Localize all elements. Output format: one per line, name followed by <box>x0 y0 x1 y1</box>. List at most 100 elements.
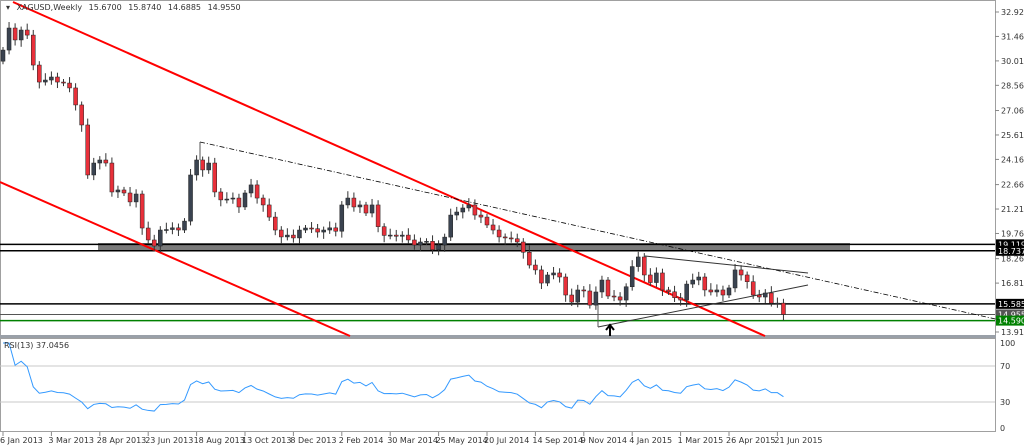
candle[interactable] <box>37 61 42 89</box>
candle[interactable] <box>121 186 127 197</box>
candle[interactable] <box>490 219 496 235</box>
candle[interactable] <box>678 292 683 306</box>
candle[interactable] <box>273 211 278 236</box>
candle[interactable] <box>200 156 205 177</box>
candle[interactable] <box>139 190 145 235</box>
candle[interactable] <box>194 155 199 181</box>
candle[interactable] <box>212 157 217 198</box>
candle[interactable] <box>254 180 260 204</box>
candle[interactable] <box>49 71 54 85</box>
candle[interactable] <box>763 289 768 304</box>
candle[interactable] <box>61 79 66 87</box>
candle[interactable] <box>533 259 538 275</box>
candle[interactable] <box>188 169 193 226</box>
candle[interactable] <box>242 189 248 210</box>
candle[interactable] <box>55 72 60 89</box>
candle[interactable] <box>696 271 701 286</box>
candle[interactable] <box>617 292 623 306</box>
candle[interactable] <box>85 118 90 179</box>
candle[interactable] <box>660 268 665 296</box>
candle[interactable] <box>769 286 774 307</box>
candle[interactable] <box>775 297 780 308</box>
candle[interactable] <box>291 229 296 243</box>
upper-channel-line[interactable] <box>12 1 766 337</box>
candle[interactable] <box>285 228 290 241</box>
candle[interactable] <box>381 223 387 243</box>
candle[interactable] <box>31 29 36 71</box>
candle[interactable] <box>496 225 502 243</box>
candle[interactable] <box>333 222 338 237</box>
candle[interactable] <box>152 234 157 252</box>
candle[interactable] <box>424 238 429 246</box>
candle[interactable] <box>708 283 714 296</box>
candle[interactable] <box>418 237 423 251</box>
triangle-upper-line[interactable] <box>644 255 809 274</box>
candle[interactable] <box>654 267 659 288</box>
candle[interactable] <box>170 222 175 235</box>
candle[interactable] <box>73 83 78 111</box>
candle[interactable] <box>97 156 103 170</box>
candle[interactable] <box>599 275 605 298</box>
candle[interactable] <box>454 206 459 221</box>
candle[interactable] <box>327 221 332 234</box>
candle[interactable] <box>611 290 617 302</box>
candle[interactable] <box>648 268 653 287</box>
candle[interactable] <box>448 208 453 241</box>
candle[interactable] <box>260 194 266 212</box>
candle[interactable] <box>551 266 556 280</box>
candle[interactable] <box>297 225 302 244</box>
candle[interactable] <box>757 289 762 303</box>
candle[interactable] <box>321 226 326 239</box>
candle[interactable] <box>387 228 393 240</box>
candle[interactable] <box>472 199 478 220</box>
candle[interactable] <box>466 198 472 212</box>
candle[interactable] <box>182 218 187 234</box>
candle[interactable] <box>279 226 284 244</box>
candle[interactable] <box>266 198 272 221</box>
candle[interactable] <box>127 187 133 207</box>
candle[interactable] <box>115 185 121 198</box>
candle[interactable] <box>12 23 18 46</box>
candle[interactable] <box>430 235 435 255</box>
candle[interactable] <box>781 298 786 321</box>
lower-channel-line[interactable] <box>0 181 351 337</box>
candle[interactable] <box>605 277 611 300</box>
candle[interactable] <box>666 286 671 295</box>
candle[interactable] <box>79 101 84 132</box>
candle[interactable] <box>91 157 96 181</box>
candle[interactable] <box>145 221 151 244</box>
candle[interactable] <box>236 193 242 213</box>
candle[interactable] <box>581 286 587 298</box>
triangle-lower-line[interactable] <box>597 284 809 328</box>
descending-trendline[interactable] <box>199 141 1001 321</box>
candle[interactable] <box>593 286 599 310</box>
candle[interactable] <box>575 284 580 308</box>
candle[interactable] <box>18 26 24 47</box>
candle[interactable] <box>720 285 726 301</box>
candle[interactable] <box>67 77 72 93</box>
candle[interactable] <box>351 192 357 212</box>
candle[interactable] <box>158 226 163 253</box>
candle[interactable] <box>248 178 254 198</box>
candle[interactable] <box>744 271 750 289</box>
candle[interactable] <box>303 224 308 234</box>
candle[interactable] <box>714 284 720 297</box>
candle[interactable] <box>515 233 520 248</box>
candle[interactable] <box>484 214 490 229</box>
candle[interactable] <box>230 192 236 204</box>
candle[interactable] <box>726 284 732 299</box>
candle[interactable] <box>109 157 115 197</box>
candle[interactable] <box>133 189 139 208</box>
candle[interactable] <box>394 229 399 242</box>
candle[interactable] <box>6 22 12 55</box>
candle[interactable] <box>508 231 514 243</box>
candle[interactable] <box>684 280 689 307</box>
candle[interactable] <box>690 273 695 288</box>
candle[interactable] <box>43 73 48 86</box>
candle[interactable] <box>357 200 363 213</box>
candle[interactable] <box>103 153 109 167</box>
candle[interactable] <box>309 222 314 233</box>
candle[interactable] <box>539 265 544 290</box>
candle[interactable] <box>406 228 411 244</box>
